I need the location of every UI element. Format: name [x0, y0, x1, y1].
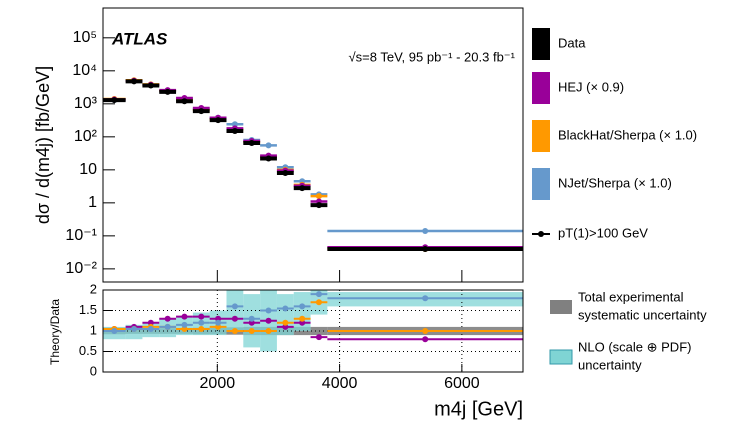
ratio-point: [181, 321, 188, 328]
ratio-point: [265, 328, 272, 334]
data-point: [231, 121, 238, 128]
data-point: [131, 78, 138, 85]
data-point: [248, 140, 255, 147]
legend-swatch: [532, 72, 550, 104]
plot-frame: [102, 7, 524, 283]
ratio-point: [215, 319, 222, 326]
data-point: [111, 97, 118, 104]
energy-label: √s=8 TeV, 95 pb⁻¹ - 20.3 fb⁻¹: [349, 49, 516, 64]
ratio-point: [181, 325, 188, 332]
ratio-point: [315, 291, 322, 298]
ratio-point: [215, 315, 222, 322]
ratio-point: [248, 328, 255, 334]
ratio-point: [299, 319, 306, 326]
ratio-point: [111, 328, 118, 334]
ratio-point: [248, 319, 255, 326]
data-point: [265, 155, 272, 162]
ratio-y-tick-label: 0.5: [79, 343, 97, 358]
y-tick-label: 10⁵: [73, 29, 97, 46]
legend-marker: [538, 231, 544, 237]
data-point: [315, 193, 322, 200]
legend-label: NJet/Sherpa (× 1.0): [558, 175, 672, 190]
ratio-point: [422, 336, 429, 343]
ratio-point: [282, 323, 289, 330]
ratio-point: [164, 323, 171, 330]
ratio-y-tick-label: 0: [90, 363, 97, 378]
ratio-y-tick-label: 2: [90, 281, 97, 296]
ratio-point: [147, 319, 154, 326]
ratio-point: [299, 315, 306, 322]
legend-label: HEJ (× 0.9): [558, 79, 624, 94]
ratio-point: [131, 325, 138, 332]
x-tick-label: 4000: [322, 375, 358, 392]
data-point: [198, 108, 205, 115]
y-tick-label: 10³: [74, 95, 98, 112]
legend-swatch: [532, 168, 550, 200]
ratio-point: [164, 315, 171, 322]
legend-label: uncertainty: [578, 357, 642, 372]
x-axis-label: m4j [GeV]: [434, 398, 523, 420]
data-point: [422, 245, 429, 252]
ratio-point: [422, 328, 429, 334]
ratio-point: [265, 307, 272, 314]
ratio-point: [147, 325, 154, 332]
ratio-point: [231, 315, 238, 322]
uncertainty-band: [310, 326, 328, 336]
ratio-point: [299, 303, 306, 310]
ratio-point: [198, 325, 205, 332]
data-point: [164, 88, 171, 95]
ratio-y-tick-label: 1.5: [79, 302, 97, 317]
y-tick-label: 10²: [74, 128, 98, 145]
uncertainty-band: [276, 294, 294, 336]
ratio-frame: [102, 289, 524, 373]
ratio-point: [181, 313, 188, 320]
ratio-point: [422, 295, 429, 302]
data-point: [299, 185, 306, 192]
y-axis-label: dσ / d(m4j) [fb/GeV]: [33, 66, 53, 224]
data-point: [315, 202, 322, 209]
legend-label: pT(1)>100 GeV: [558, 225, 648, 240]
ratio-point: [198, 313, 205, 320]
x-tick-label: 6000: [444, 375, 480, 392]
uncertainty-band: [226, 290, 244, 331]
ratio-point: [248, 315, 255, 322]
ratio-point: [282, 319, 289, 326]
legend-label: BlackHat/Sherpa (× 1.0): [558, 127, 697, 142]
y-tick-label: 1: [88, 194, 97, 211]
ratio-point: [231, 303, 238, 310]
y-tick-label: 10⁻¹: [65, 227, 97, 244]
data-point: [215, 117, 222, 124]
ratio-y-label: Theory/Data: [48, 299, 62, 365]
legend-swatch: [532, 120, 550, 152]
uncertainty-band: [293, 292, 311, 331]
legend-swatch: [532, 28, 550, 60]
data-point: [147, 82, 154, 89]
y-tick-label: 10⁴: [72, 62, 97, 79]
ratio-point: [282, 305, 289, 312]
data-point: [265, 142, 272, 149]
ratio-point: [198, 319, 205, 326]
ratio-point: [265, 317, 272, 324]
data-point: [282, 170, 289, 177]
data-point: [422, 228, 429, 235]
ratio-y-tick-label: 1: [90, 322, 97, 337]
ratio-point: [315, 299, 322, 306]
data-point: [181, 98, 188, 105]
legend-swatch: [550, 300, 572, 314]
x-tick-label: 2000: [200, 375, 236, 392]
ratio-point: [315, 334, 322, 341]
legend-label: Data: [558, 35, 586, 50]
atlas-label: ATLAS: [111, 29, 168, 48]
y-tick-label: 10: [79, 161, 97, 178]
legend-label: Total experimental: [578, 289, 684, 304]
legend-label: systematic uncertainty: [578, 307, 707, 322]
ratio-point: [231, 328, 238, 334]
ratio-point: [215, 323, 222, 330]
legend-swatch: [549, 349, 573, 365]
data-point: [231, 128, 238, 135]
legend-label: NLO (scale ⊕ PDF): [578, 339, 691, 354]
y-tick-label: 10⁻²: [65, 260, 97, 277]
